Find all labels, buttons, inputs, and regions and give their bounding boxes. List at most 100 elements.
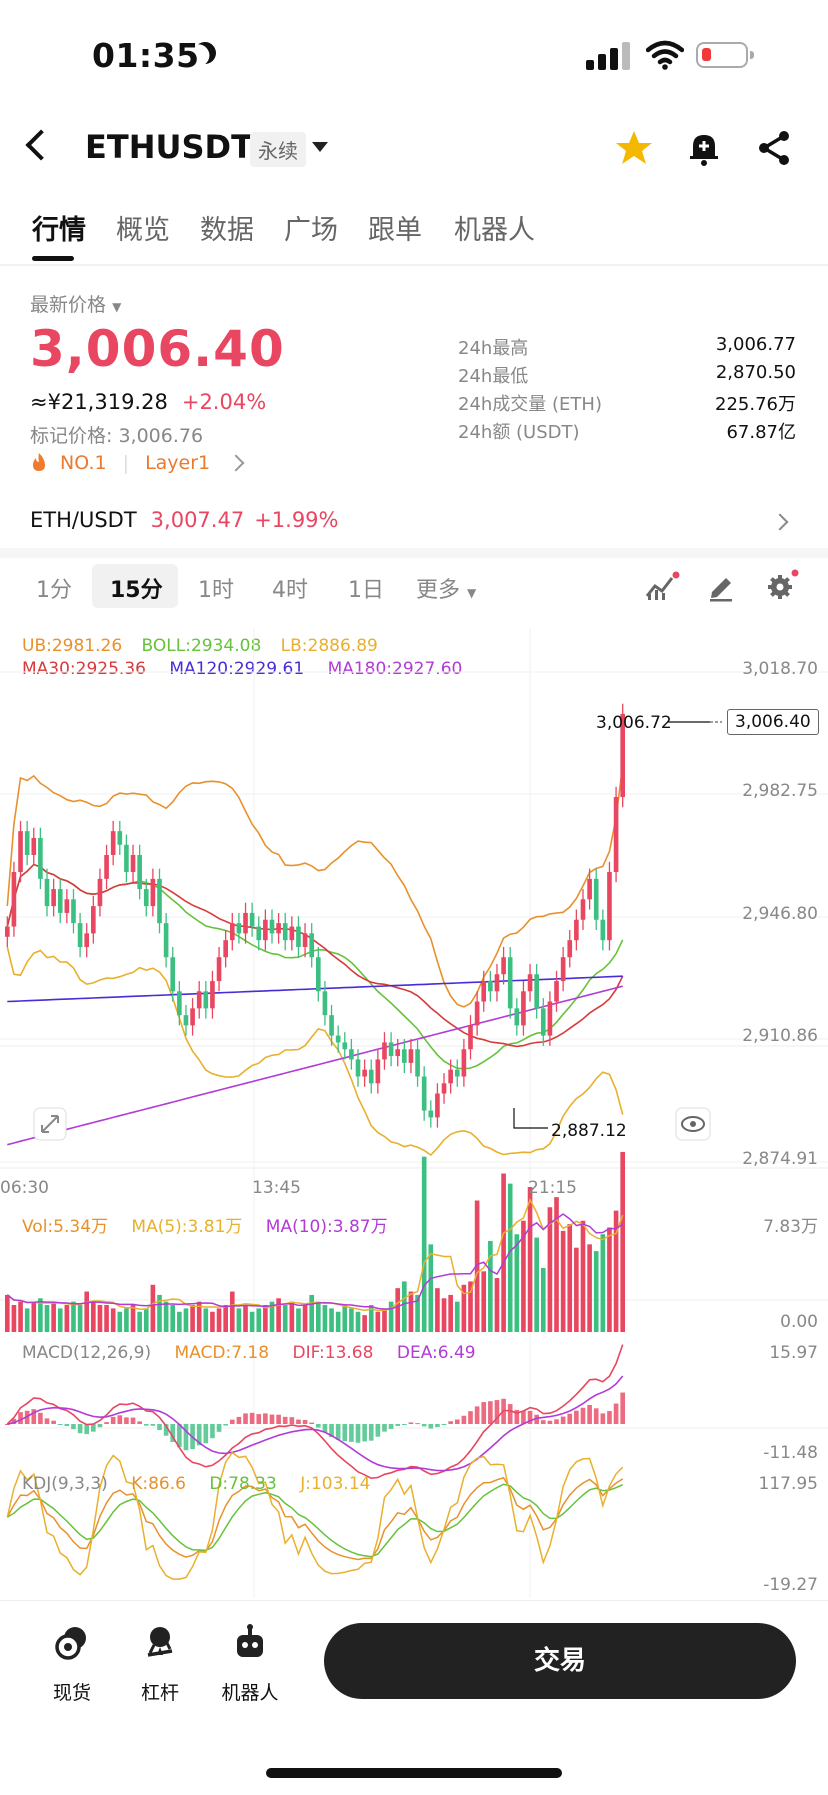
volume-bar: [574, 1247, 579, 1332]
candle-body: [203, 991, 209, 1009]
candle-body: [302, 933, 308, 948]
share-icon[interactable]: [752, 126, 796, 170]
macd-histogram-bar: [296, 1419, 301, 1424]
macd-histogram-bar: [567, 1413, 573, 1424]
kdj-axis-label: 117.95: [758, 1474, 818, 1494]
macd-histogram-bar: [276, 1414, 281, 1424]
vol-ma10-line: [6, 1213, 624, 1310]
macd-histogram-bar: [335, 1424, 341, 1440]
volume-bar: [183, 1308, 189, 1332]
macd-histogram-bar: [382, 1424, 387, 1432]
macd-histogram-bar: [124, 1417, 129, 1424]
interval-active-bg: [92, 564, 178, 608]
volume-bar: [236, 1308, 242, 1332]
status-bar: 01:35: [0, 0, 828, 110]
volume-bar: [335, 1311, 341, 1332]
latest-price-label[interactable]: 最新价格 ▼: [30, 294, 122, 316]
volume-bar: [349, 1308, 354, 1332]
settings-gear-icon[interactable]: [764, 568, 800, 602]
ma180-value: MA180:2927.60: [327, 659, 463, 679]
macd-histogram-bar: [474, 1406, 480, 1424]
interval-1d[interactable]: 1日: [348, 578, 384, 603]
nav-bots[interactable]: 机器人: [208, 1623, 292, 1705]
tab-bots[interactable]: 机器人: [454, 215, 535, 246]
nav-margin[interactable]: 杠杆: [118, 1623, 202, 1705]
macd-histogram-bar: [130, 1417, 136, 1424]
volume-bar: [560, 1230, 566, 1332]
volume-bar: [567, 1224, 573, 1332]
volume-bar: [309, 1294, 315, 1332]
volume-bar: [421, 1156, 427, 1332]
high-marker: 3,006.72: [596, 713, 672, 733]
interval-more[interactable]: 更多 ▼: [416, 578, 477, 603]
candle-body: [421, 1076, 427, 1111]
ma-legend: MA30:2925.36 MA120:2929.61 MA180:2927.60: [22, 659, 462, 679]
spot-pair-row[interactable]: ETH/USDT 3,007.47 +1.99%: [30, 508, 339, 532]
interval-1h[interactable]: 1时: [198, 578, 234, 603]
volume-bar: [77, 1305, 83, 1332]
nav-spot[interactable]: 现货: [30, 1623, 114, 1705]
volume-bar: [547, 1207, 553, 1332]
volume-bar: [124, 1308, 129, 1332]
macd-histogram-bar: [177, 1424, 182, 1448]
macd-histogram-bar: [216, 1424, 222, 1432]
tab-market[interactable]: 行情: [32, 215, 86, 246]
chevron-right-icon[interactable]: [771, 513, 789, 531]
macd-histogram-bar: [342, 1424, 348, 1442]
macd-histogram-bar: [481, 1402, 487, 1424]
candle-body: [514, 1008, 520, 1026]
symbol-title[interactable]: ETHUSDT: [85, 128, 253, 166]
tab-overview[interactable]: 概览: [116, 215, 170, 246]
volume-bar: [130, 1305, 136, 1332]
macd-histogram-bar: [289, 1417, 295, 1424]
macd-histogram-bar: [269, 1414, 275, 1424]
candle-body: [481, 981, 487, 1002]
header: ETHUSDT 永续: [0, 120, 828, 180]
trade-button[interactable]: 交易: [324, 1623, 796, 1699]
kline-chart[interactable]: [0, 628, 828, 1600]
volume-bar: [64, 1305, 70, 1332]
macd-histogram-bar: [223, 1424, 228, 1426]
boll-ub-value: UB:2981.26: [22, 636, 123, 656]
indicator-icon[interactable]: [644, 570, 680, 602]
macd-histogram-bar: [461, 1415, 467, 1424]
candle-body: [580, 899, 586, 920]
macd-histogram-bar: [97, 1424, 103, 1428]
dea-value: DEA:6.49: [396, 1343, 476, 1363]
boll-lb-value: LB:2886.89: [280, 636, 378, 656]
dea-line: [7, 1375, 624, 1472]
volume-bar: [57, 1308, 63, 1332]
candle-body: [229, 923, 235, 941]
tag-row[interactable]: NO.1 | Layer1: [30, 452, 245, 474]
macd-histogram-bar: [587, 1404, 592, 1424]
tab-underline: [32, 256, 74, 261]
macd-histogram-bar: [514, 1409, 520, 1424]
interval-15m[interactable]: 15分: [110, 578, 163, 603]
candle-body: [600, 919, 606, 941]
macd-histogram-bar: [4, 1424, 10, 1425]
candle-body: [540, 1008, 546, 1036]
draw-pen-icon[interactable]: [706, 570, 738, 602]
star-icon[interactable]: [612, 126, 656, 170]
macd-histogram-bar: [620, 1392, 626, 1424]
volume-bar: [540, 1267, 546, 1332]
volume-bar: [150, 1284, 156, 1332]
candle-body: [382, 1042, 387, 1060]
volume-bar: [91, 1301, 96, 1332]
tab-square[interactable]: 广场: [284, 215, 338, 246]
tab-data[interactable]: 数据: [200, 215, 254, 246]
interval-4h[interactable]: 4时: [272, 578, 308, 603]
vol-ma10-value: MA(10):3.87万: [265, 1217, 388, 1237]
volume-bar: [282, 1305, 288, 1332]
symbol-dropdown-icon[interactable]: [312, 142, 328, 152]
alert-bell-icon[interactable]: [682, 126, 726, 170]
back-icon[interactable]: [25, 129, 57, 161]
candle-body: [560, 957, 566, 982]
eye-icon: [681, 1116, 705, 1132]
volume-bar: [302, 1305, 308, 1332]
volume-bar: [276, 1298, 281, 1332]
dif-value: DIF:13.68: [292, 1343, 374, 1363]
tab-copy-trade[interactable]: 跟单: [368, 215, 422, 246]
macd-histogram-bar: [44, 1418, 50, 1424]
interval-1m[interactable]: 1分: [36, 578, 72, 603]
